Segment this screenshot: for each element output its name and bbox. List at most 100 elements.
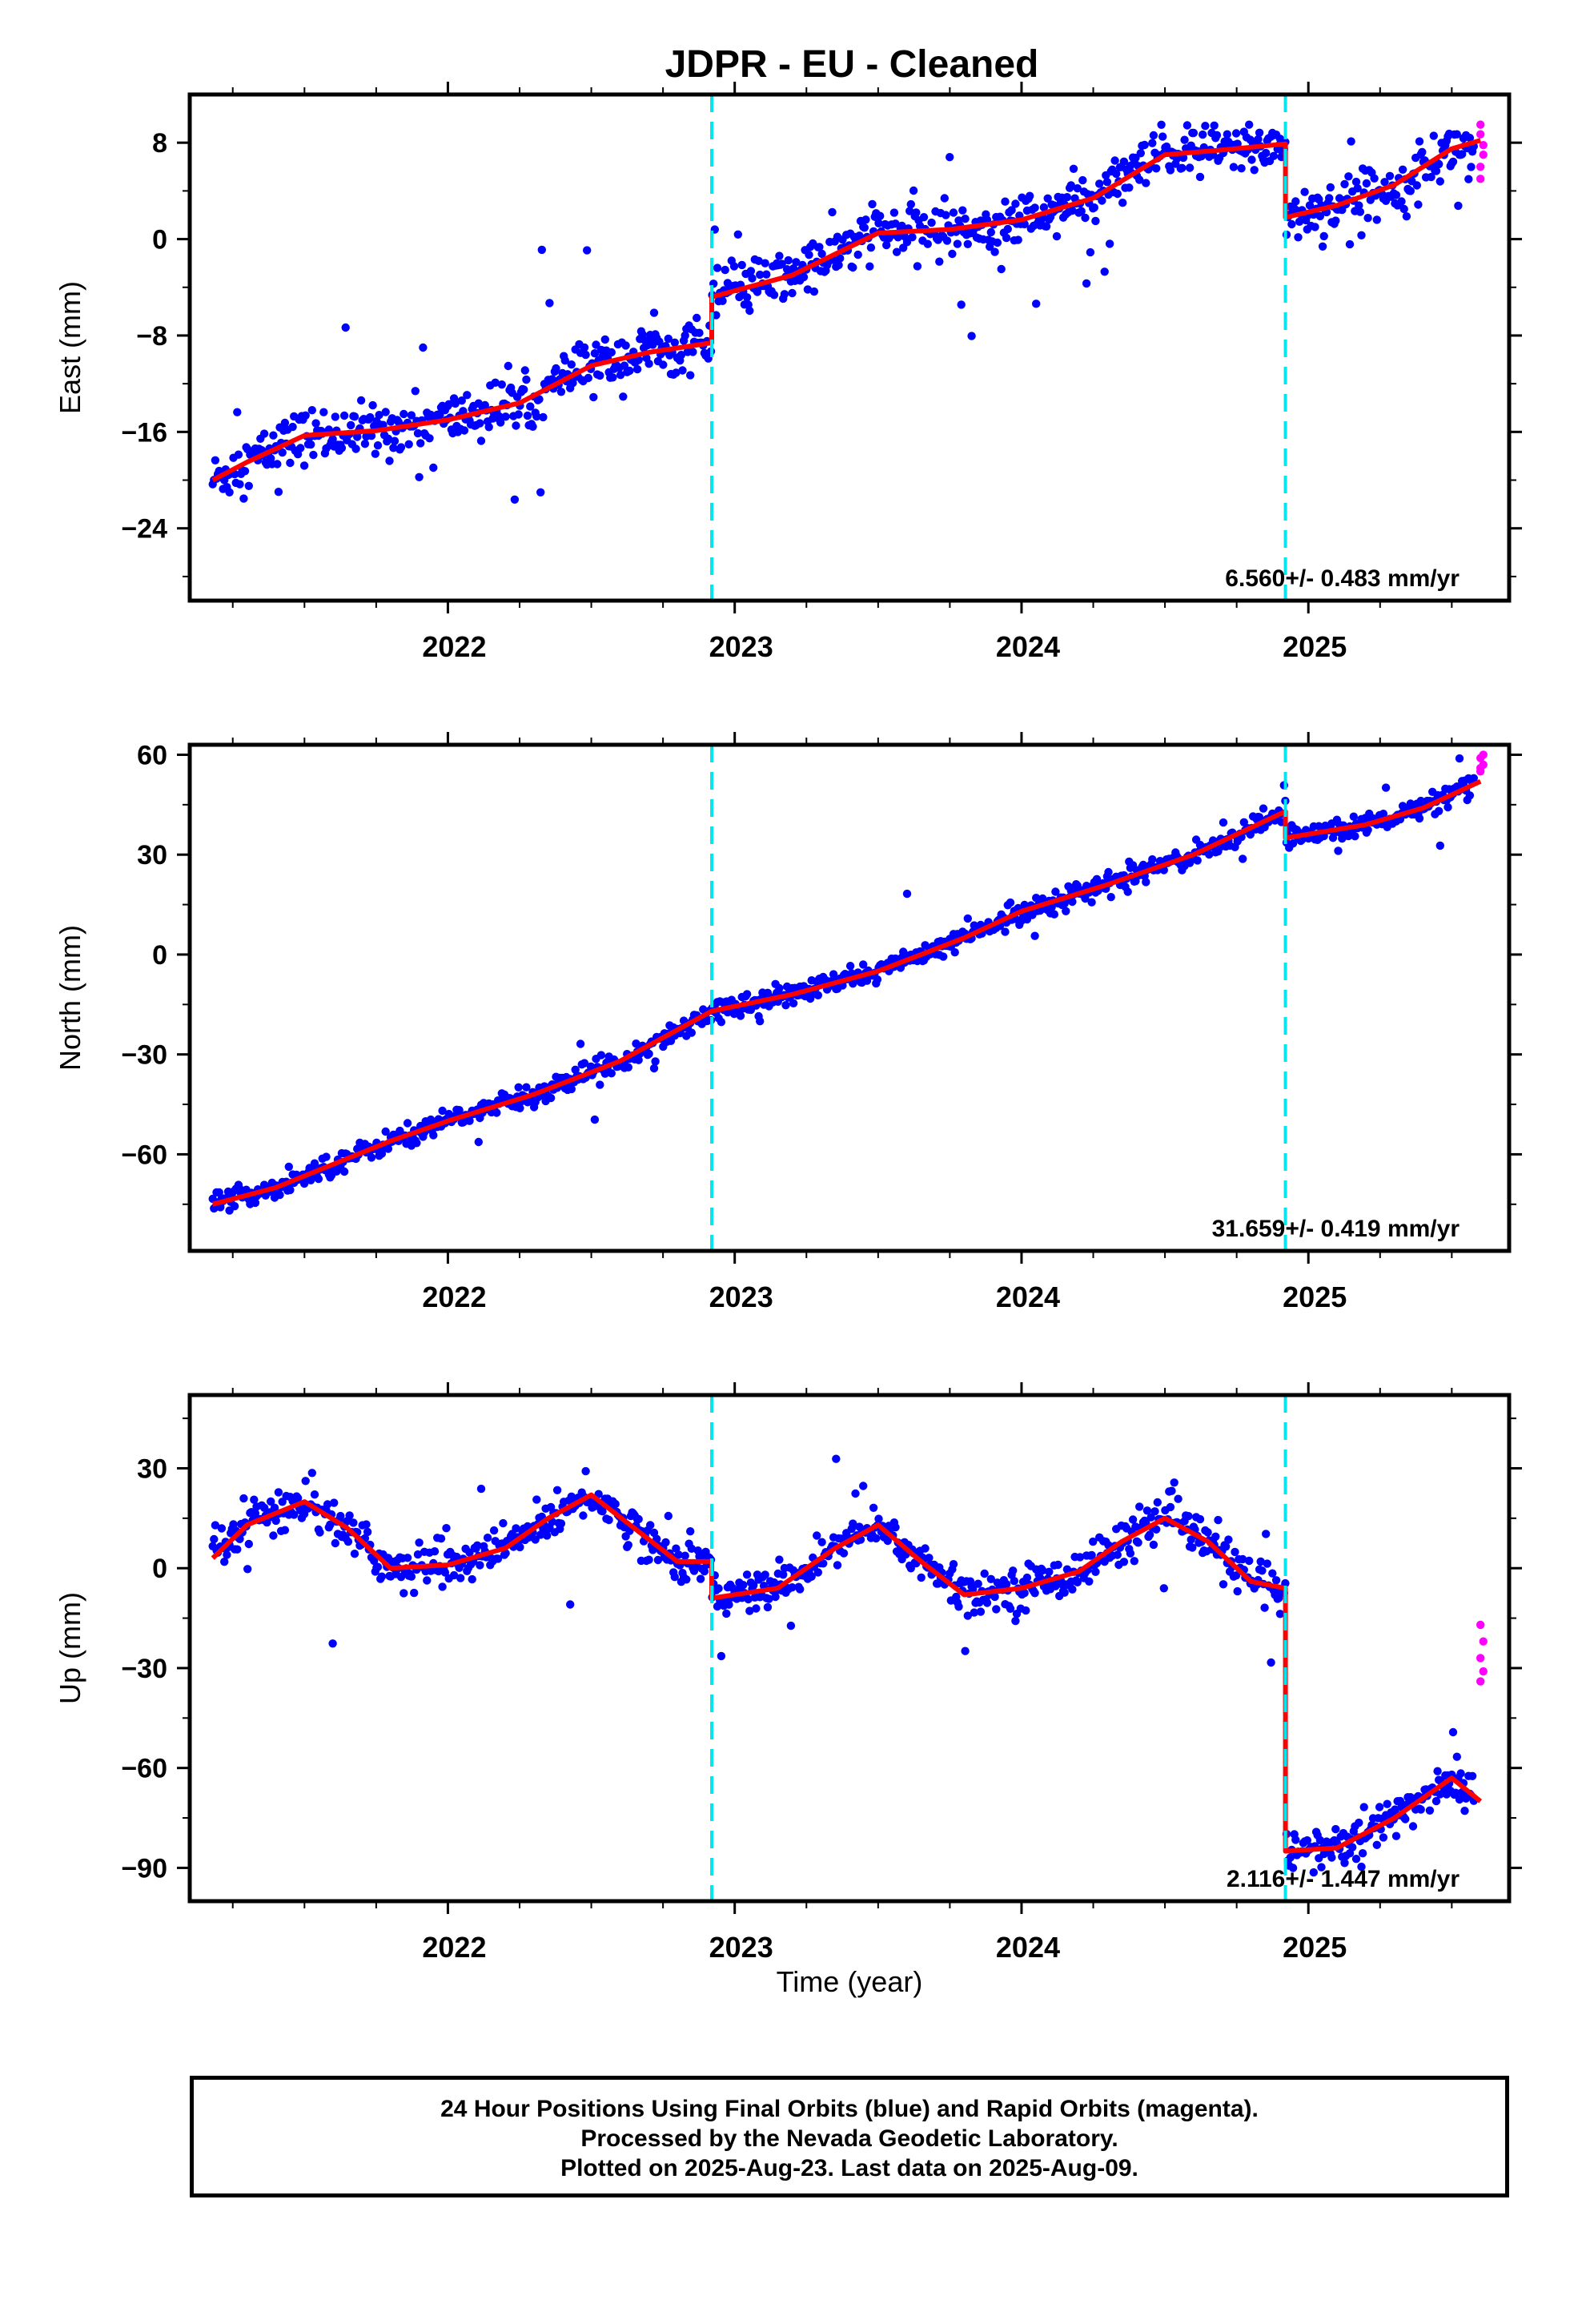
final-orbit-point xyxy=(1267,1658,1275,1667)
final-orbit-point xyxy=(1087,898,1096,907)
final-orbit-point xyxy=(813,1568,822,1577)
final-orbit-point xyxy=(1391,1831,1401,1840)
final-orbit-point xyxy=(1140,140,1149,150)
final-orbit-point xyxy=(681,331,689,340)
panel-up: −90 −60 −30 0 30 2022 2023 2024 2025 Up (mm) 2.116… xyxy=(54,1382,1522,1964)
final-orbit-point xyxy=(1455,1795,1464,1804)
final-orbit-point xyxy=(961,215,970,223)
x-tick-label: 2022 xyxy=(422,1931,486,1964)
final-orbit-point xyxy=(459,407,468,416)
final-orbit-point xyxy=(813,1531,821,1540)
x-tick-label: 2022 xyxy=(422,630,486,663)
final-orbit-point xyxy=(1414,200,1423,209)
final-orbit-point xyxy=(749,1581,758,1590)
final-orbit-point xyxy=(429,1131,438,1140)
final-orbit-point xyxy=(905,207,914,215)
final-orbit-point xyxy=(286,1185,295,1195)
rapid-orbit-points xyxy=(1476,120,1488,183)
final-orbit-point xyxy=(1448,157,1458,167)
final-orbit-point xyxy=(1195,172,1205,182)
final-orbit-point xyxy=(1030,931,1039,940)
final-orbit-point xyxy=(278,448,287,457)
final-orbit-point xyxy=(234,450,243,459)
final-orbit-point xyxy=(363,1527,372,1537)
final-orbit-point xyxy=(271,1516,280,1526)
final-orbit-point xyxy=(611,1499,620,1509)
final-orbit-point xyxy=(993,238,1002,247)
final-orbit-point xyxy=(381,408,390,416)
final-orbit-point xyxy=(1149,1540,1158,1550)
final-orbit-point xyxy=(779,1570,788,1579)
final-orbit-point xyxy=(762,270,771,279)
final-orbit-point xyxy=(756,1017,765,1026)
final-orbit-point xyxy=(217,1524,227,1533)
final-orbit-point xyxy=(717,1651,726,1661)
final-orbit-point xyxy=(976,1607,986,1616)
final-orbit-point xyxy=(1452,130,1462,139)
final-orbit-point xyxy=(552,1486,562,1495)
final-orbit-point xyxy=(969,1585,978,1594)
rapid-orbit-point xyxy=(1479,1667,1488,1676)
final-orbit-point xyxy=(301,1477,310,1486)
final-orbit-point xyxy=(492,1108,501,1117)
final-orbit-point xyxy=(543,1531,552,1540)
final-orbit-point xyxy=(689,348,697,356)
final-orbit-point xyxy=(1262,148,1271,158)
final-orbit-point xyxy=(980,1569,989,1578)
final-orbit-point xyxy=(935,257,944,266)
x-tick-label: 2025 xyxy=(1283,630,1347,663)
final-orbit-point xyxy=(592,340,600,349)
final-orbit-point xyxy=(1081,213,1090,223)
final-orbit-point xyxy=(235,480,244,489)
final-orbit-point xyxy=(1087,1550,1096,1560)
final-orbit-point xyxy=(1006,898,1015,907)
final-orbit-point xyxy=(1402,212,1411,221)
final-orbit-point xyxy=(868,199,877,209)
final-orbit-point xyxy=(949,208,958,217)
final-orbit-point xyxy=(476,1561,484,1570)
final-orbit-point xyxy=(1180,135,1189,144)
final-orbit-point xyxy=(1091,1567,1100,1577)
final-orbit-point xyxy=(781,1001,790,1010)
final-orbit-point xyxy=(1431,1796,1441,1806)
final-orbit-point xyxy=(415,472,424,481)
final-orbit-point xyxy=(1149,131,1158,140)
final-orbit-point xyxy=(307,406,316,415)
final-orbit-point xyxy=(413,428,423,438)
final-orbit-point xyxy=(948,249,957,259)
y-tick-label: −30 xyxy=(121,1040,167,1071)
final-orbit-point xyxy=(1066,181,1076,190)
final-orbit-point xyxy=(859,960,868,969)
final-orbit-point xyxy=(1135,175,1144,184)
final-orbit-point xyxy=(1237,164,1246,173)
final-orbit-point xyxy=(653,1555,663,1565)
rapid-orbit-point xyxy=(1476,175,1485,183)
final-orbit-point xyxy=(522,1083,531,1092)
final-orbit-point xyxy=(845,962,855,971)
final-orbit-point xyxy=(954,1602,963,1611)
final-orbit-point xyxy=(620,361,629,370)
model-fit-line xyxy=(211,138,1482,483)
final-orbit-point xyxy=(1032,894,1041,903)
final-orbit-point xyxy=(752,1604,761,1613)
final-orbit-point xyxy=(1130,1557,1139,1566)
final-orbit-point xyxy=(1399,204,1408,214)
final-orbit-point xyxy=(1110,156,1119,165)
final-orbit-point xyxy=(1224,1535,1233,1544)
final-orbit-point xyxy=(869,1503,878,1513)
final-orbit-point xyxy=(742,1570,752,1579)
final-orbit-point xyxy=(497,380,506,389)
final-orbit-point xyxy=(1351,1855,1361,1864)
final-orbit-point xyxy=(274,488,283,497)
final-orbit-point xyxy=(1211,1532,1220,1542)
final-orbit-point xyxy=(367,1153,376,1162)
final-orbit-point xyxy=(927,218,936,227)
final-orbit-point xyxy=(1295,217,1304,226)
final-orbit-point xyxy=(700,1566,709,1576)
final-orbit-point xyxy=(604,1515,613,1525)
final-orbit-point xyxy=(438,1106,447,1116)
final-orbit-point xyxy=(1370,174,1379,183)
final-orbit-point xyxy=(861,215,870,224)
panel-east: −24 −16 −8 0 8 2022 2023 2024 2025 East (mm) 6.560… xyxy=(54,82,1522,663)
final-orbit-point xyxy=(571,1065,580,1075)
